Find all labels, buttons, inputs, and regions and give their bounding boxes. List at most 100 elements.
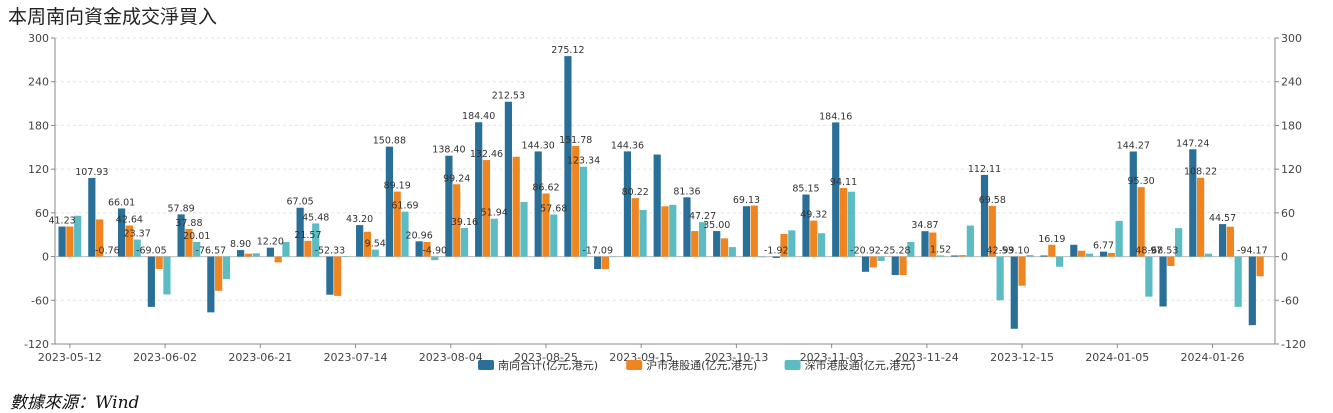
bar-series2 <box>1204 253 1213 257</box>
bar-series1 <box>810 220 818 257</box>
bar-series2 <box>877 256 885 261</box>
bar-series1 <box>691 231 699 257</box>
y-tick-label-right: 60 <box>1281 207 1295 220</box>
bar-series1 <box>661 206 669 257</box>
y-tick-label-right: 180 <box>1281 119 1302 132</box>
bar-series1 <box>869 256 877 268</box>
legend-label-series2: 深市港股通(亿元,港元) <box>805 358 916 372</box>
data-label: 6.77 <box>1093 241 1114 252</box>
bar-series2 <box>609 256 617 258</box>
bar-series1 <box>185 228 193 257</box>
data-label: 37.88 <box>175 218 202 229</box>
bar-series1 <box>899 256 907 275</box>
bar-series2 <box>490 218 498 257</box>
data-label: 57.68 <box>540 204 567 215</box>
x-tick-label: 2024-01-26 <box>1181 351 1245 364</box>
bar-series0 <box>891 256 899 275</box>
data-label: 42.64 <box>116 215 143 226</box>
bar-series2 <box>282 242 290 257</box>
bar-series0 <box>415 241 423 257</box>
data-labels: 41.23 107.93 -0.76 66.01 42.64 23.37 -69.05 57.… <box>48 45 1267 256</box>
bar-series1 <box>720 238 729 257</box>
x-tick-label: 2023-08-25 <box>514 351 578 364</box>
data-label: 48.97 <box>1135 246 1162 257</box>
data-label: 34.87 <box>911 220 938 231</box>
x-tick-label: 2023-12-15 <box>990 351 1054 364</box>
bars <box>58 56 1264 329</box>
legend-label-series0: 南向合计(亿元,港元) <box>498 358 598 372</box>
bar-series0 <box>1129 151 1137 257</box>
bar-series1 <box>929 232 937 257</box>
data-label: 8.90 <box>230 239 251 250</box>
bar-series2 <box>847 191 855 257</box>
bar-series1 <box>274 256 282 263</box>
data-label: 42.53 <box>987 246 1014 257</box>
data-label: 49.32 <box>800 210 827 221</box>
bar-series0 <box>445 155 453 257</box>
bar-series1 <box>482 160 491 257</box>
bar-series1 <box>1018 256 1026 286</box>
data-label: 184.16 <box>819 111 852 122</box>
bar-series2 <box>698 222 707 257</box>
bar-series1 <box>423 242 431 257</box>
y-tick-label-left: -120 <box>24 338 49 351</box>
legend-swatch-series1 <box>626 360 643 370</box>
data-label: -69.05 <box>136 246 167 257</box>
bar-series2 <box>103 256 112 258</box>
data-label: 108.22 <box>1184 167 1217 178</box>
y-tick-label-right: 240 <box>1281 76 1302 89</box>
data-label: 151.78 <box>559 135 592 146</box>
bar-series2 <box>193 241 201 257</box>
data-label: 212.53 <box>492 91 525 102</box>
bar-series0 <box>623 151 632 257</box>
data-label: 80.22 <box>622 187 649 198</box>
axes: -120 -120 -60 -60 0 0 60 60 120 120 180 180 240 240 30… <box>24 32 1306 364</box>
bar-series1 <box>125 225 133 257</box>
bar-series0 <box>326 256 334 295</box>
bar-series1 <box>363 231 372 257</box>
bar-series0 <box>356 225 364 257</box>
bar-series2 <box>371 249 379 257</box>
data-label: 66.01 <box>108 197 135 208</box>
y-tick-label-right: -60 <box>1281 294 1299 307</box>
bar-series2 <box>460 228 469 257</box>
bar-series1 <box>304 240 312 257</box>
bar-series2 <box>579 166 588 257</box>
bar-series2 <box>222 256 231 280</box>
data-label: 1.52 <box>930 244 951 255</box>
data-label: -52.33 <box>315 246 346 257</box>
bar-series2 <box>758 256 766 258</box>
bar-series2 <box>74 215 82 257</box>
data-label: -76.57 <box>196 246 227 257</box>
bar-chart: -120 -120 -60 -60 0 0 60 60 120 120 180 180 240 240 30… <box>24 32 1306 372</box>
legend-label-series1: 沪市港股通(亿元,港元) <box>646 358 757 372</box>
bar-series2 <box>1056 256 1064 267</box>
bar-series0 <box>385 146 393 257</box>
y-tick-label-right: 120 <box>1281 163 1302 176</box>
data-label: 20.96 <box>406 230 433 241</box>
x-tick-label: 2023-11-03 <box>800 351 864 364</box>
data-label: 107.93 <box>75 167 108 178</box>
bar-series1 <box>780 233 788 257</box>
bar-series0 <box>1218 224 1227 257</box>
bar-series2 <box>788 230 796 257</box>
bar-series2 <box>401 211 409 257</box>
bar-series2 <box>996 256 1004 301</box>
data-label: 67.05 <box>287 197 314 208</box>
bar-series1 <box>1197 177 1205 257</box>
bar-series2 <box>1115 220 1123 257</box>
data-label: 21.57 <box>294 230 321 241</box>
bar-series1 <box>839 188 848 257</box>
data-label: 144.27 <box>1117 140 1150 151</box>
data-label: 41.23 <box>48 216 75 227</box>
data-label: 123.34 <box>567 156 600 167</box>
data-label: 39.16 <box>451 217 478 228</box>
y-tick-label-left: 0 <box>42 251 49 264</box>
bar-series1 <box>1256 256 1264 277</box>
data-label: 112.11 <box>968 164 1001 175</box>
data-label: 45.48 <box>302 212 329 223</box>
x-tick-label: 2023-05-12 <box>38 351 102 364</box>
data-label: 85.15 <box>792 184 819 195</box>
bar-series0 <box>207 256 215 313</box>
data-label: 144.30 <box>522 140 555 151</box>
